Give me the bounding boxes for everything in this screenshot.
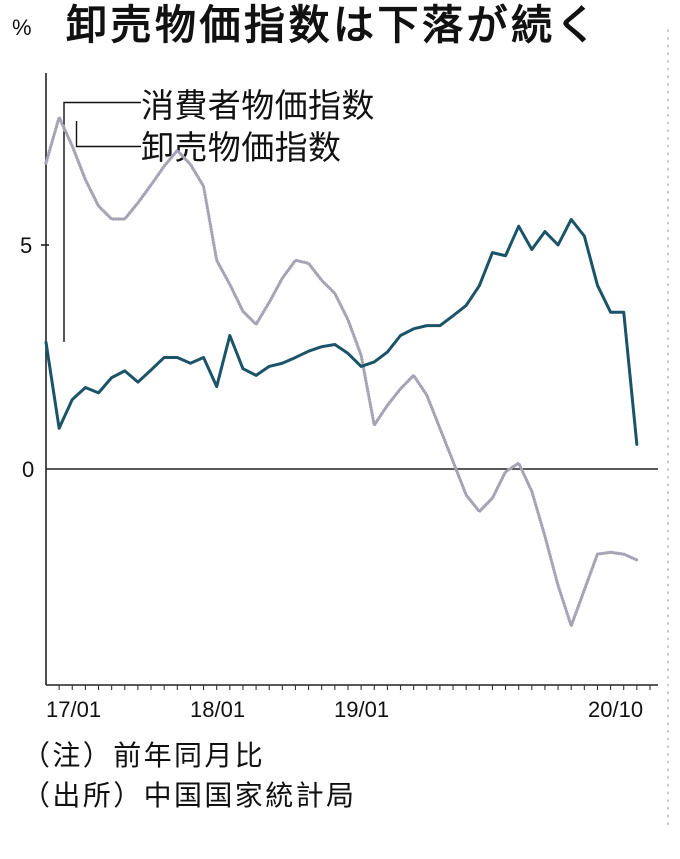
svg-text:消費者物価指数: 消費者物価指数 xyxy=(141,87,375,124)
svg-text:卸売物価指数は下落が続く: 卸売物価指数は下落が続く xyxy=(66,2,600,48)
svg-text:19/01: 19/01 xyxy=(334,697,389,722)
svg-text:（注）前年同月比: （注）前年同月比 xyxy=(22,740,265,771)
svg-text:%: % xyxy=(12,15,32,40)
svg-text:20/10: 20/10 xyxy=(588,697,643,722)
svg-text:5: 5 xyxy=(20,233,32,258)
svg-text:（出所）中国国家統計局: （出所）中国国家統計局 xyxy=(22,780,356,811)
svg-text:0: 0 xyxy=(22,457,34,482)
svg-text:17/01: 17/01 xyxy=(46,697,101,722)
svg-text:18/01: 18/01 xyxy=(190,697,245,722)
